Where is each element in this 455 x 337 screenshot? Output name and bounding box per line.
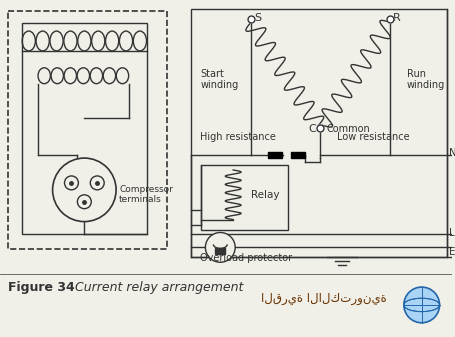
Circle shape: [403, 287, 439, 323]
Circle shape: [77, 195, 91, 209]
Circle shape: [52, 158, 116, 222]
Text: S: S: [253, 13, 261, 23]
Text: C: C: [308, 124, 316, 134]
Text: Common: Common: [326, 124, 369, 134]
Text: القرية الالكترونية: القرية الالكترونية: [261, 293, 386, 305]
Text: Relay: Relay: [251, 190, 279, 200]
Circle shape: [90, 176, 104, 190]
Text: R: R: [392, 13, 400, 23]
Circle shape: [205, 233, 235, 262]
Text: Current relay arrangement: Current relay arrangement: [67, 281, 243, 294]
Bar: [290, 152, 304, 158]
Text: Run
winding: Run winding: [406, 69, 444, 90]
Text: N: N: [448, 148, 455, 158]
Text: E: E: [448, 247, 454, 257]
Text: Compressor
terminals: Compressor terminals: [119, 185, 172, 205]
FancyBboxPatch shape: [215, 248, 225, 254]
Text: High resistance: High resistance: [200, 132, 276, 142]
Text: L: L: [448, 227, 453, 238]
Circle shape: [64, 176, 78, 190]
Text: Low resistance: Low resistance: [337, 132, 409, 142]
Bar: [268, 152, 281, 158]
Text: Start
winding: Start winding: [200, 69, 238, 90]
Text: Figure 34: Figure 34: [8, 281, 75, 294]
Text: Overload protector: Overload protector: [200, 253, 292, 263]
